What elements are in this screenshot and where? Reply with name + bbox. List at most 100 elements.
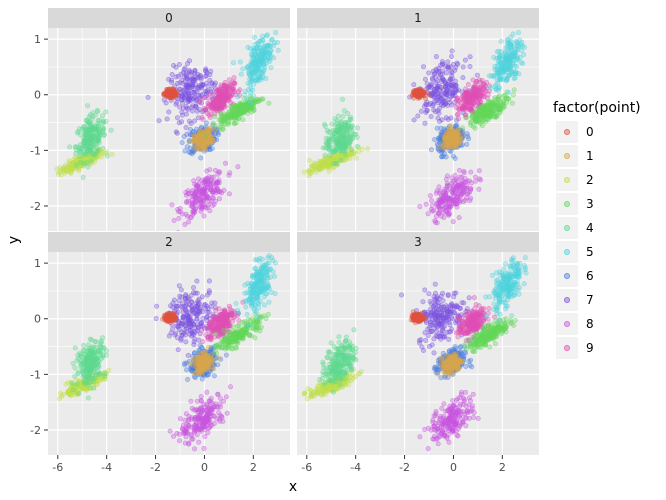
data-point <box>241 118 245 122</box>
data-point <box>339 158 343 162</box>
data-point <box>222 103 226 107</box>
data-point <box>249 80 253 84</box>
data-point <box>98 353 102 357</box>
data-point <box>56 172 60 176</box>
data-point <box>208 209 212 213</box>
data-point <box>467 190 471 194</box>
facet-panel-0: 0 <box>42 8 290 237</box>
data-point <box>435 126 439 130</box>
data-point <box>496 97 500 101</box>
data-point <box>437 185 441 189</box>
data-point <box>418 204 422 208</box>
data-point <box>218 419 222 423</box>
data-point <box>203 145 207 149</box>
data-point <box>199 156 203 160</box>
data-point <box>189 204 193 208</box>
data-point <box>65 165 69 169</box>
data-point <box>334 161 338 165</box>
data-point <box>492 55 496 59</box>
data-point <box>105 154 109 158</box>
data-point <box>79 160 83 164</box>
data-point <box>354 156 358 160</box>
data-point <box>474 79 478 83</box>
data-point <box>233 112 237 116</box>
data-point <box>83 382 87 386</box>
data-point <box>449 145 453 149</box>
data-point <box>93 137 97 141</box>
data-point <box>210 107 214 111</box>
data-point <box>200 96 204 100</box>
data-point <box>180 426 184 430</box>
data-point <box>328 143 332 147</box>
data-point <box>446 60 450 64</box>
data-point <box>490 112 494 116</box>
data-point <box>180 113 184 117</box>
data-point <box>429 148 433 152</box>
data-point <box>168 429 172 433</box>
data-point <box>267 101 271 105</box>
data-point <box>437 119 441 123</box>
data-point <box>508 65 512 69</box>
data-point <box>444 116 448 120</box>
facet-panel-2: 2 <box>48 221 290 455</box>
data-point <box>417 89 421 93</box>
data-point <box>71 388 75 392</box>
data-point <box>256 68 260 72</box>
data-point <box>444 155 448 159</box>
panels-layer: 0 12 3 <box>42 8 539 455</box>
data-point <box>429 114 433 118</box>
data-point <box>336 114 340 118</box>
data-point <box>199 394 203 398</box>
data-point <box>339 122 343 126</box>
data-point <box>189 399 193 403</box>
data-point <box>447 197 451 201</box>
data-point <box>84 131 88 135</box>
data-point <box>445 174 449 178</box>
data-point <box>188 139 192 143</box>
data-point <box>232 89 236 93</box>
data-point <box>88 145 92 149</box>
data-point <box>451 139 455 143</box>
data-point <box>466 82 470 86</box>
data-point <box>85 368 89 372</box>
data-point <box>87 374 91 378</box>
data-point <box>510 101 514 105</box>
data-point <box>228 385 232 389</box>
data-point <box>175 100 179 104</box>
data-point <box>194 421 198 425</box>
data-point <box>461 75 465 79</box>
data-point <box>503 66 507 70</box>
data-point <box>207 199 211 203</box>
data-point <box>463 58 467 62</box>
data-point <box>349 147 353 151</box>
data-point <box>200 410 204 414</box>
data-point <box>228 82 232 86</box>
data-point <box>302 170 306 174</box>
data-point <box>252 94 256 98</box>
data-point <box>456 128 460 132</box>
data-point <box>178 105 182 109</box>
data-point <box>203 68 207 72</box>
data-point <box>331 128 335 132</box>
data-point <box>194 428 198 432</box>
data-point <box>462 189 466 193</box>
data-point <box>327 169 331 173</box>
data-point <box>217 181 221 185</box>
data-point <box>169 78 173 82</box>
data-point <box>425 82 429 86</box>
data-point <box>213 81 217 85</box>
data-point <box>186 220 190 224</box>
data-point <box>227 78 231 82</box>
data-point <box>183 80 187 84</box>
data-point <box>443 85 447 89</box>
data-point <box>185 132 189 136</box>
data-point <box>80 362 84 366</box>
data-point <box>423 77 427 81</box>
data-point <box>424 202 428 206</box>
data-point <box>74 163 78 167</box>
data-point <box>354 132 358 136</box>
data-point <box>505 77 509 81</box>
data-point <box>102 132 106 136</box>
data-point <box>465 142 469 146</box>
data-point <box>197 440 201 444</box>
